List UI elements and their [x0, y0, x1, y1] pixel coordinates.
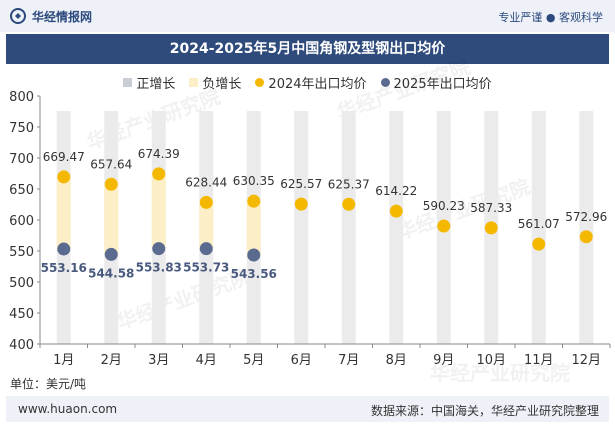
x-tick-label: 11月	[524, 353, 554, 368]
x-tick-label: 3月	[148, 353, 169, 368]
data-label-2024: 625.37	[328, 177, 370, 191]
legend-swatch-decrease	[189, 77, 199, 87]
legend-label: 2024年出口均价	[268, 76, 367, 92]
data-label-2024: 628.44	[185, 175, 227, 189]
brand-name: 华经情报网	[32, 10, 93, 24]
point-2024	[247, 194, 261, 208]
footer-bar: www.huaon.com 数据来源：中国海关，华经产业研究院整理	[6, 396, 609, 422]
point-2024	[342, 197, 356, 211]
data-label-2025: 543.56	[231, 267, 277, 281]
point-2024	[57, 170, 71, 184]
point-2024	[152, 167, 166, 181]
change-bar	[104, 184, 119, 255]
point-2025	[247, 248, 261, 262]
data-label-2025: 553.83	[136, 261, 182, 275]
data-label-2025: 553.73	[183, 261, 229, 275]
point-2024	[437, 219, 451, 233]
point-2024	[579, 230, 593, 244]
legend-swatch-2025	[380, 77, 390, 87]
point-2025	[199, 242, 213, 256]
point-2024	[199, 195, 213, 209]
chart-title: 2024-2025年5月中国角钢及型钢出口均价	[6, 34, 609, 64]
x-tick-label: 9月	[433, 353, 454, 368]
y-tick-label: 450	[9, 307, 34, 322]
legend-item-2025: 2025年出口均价	[380, 73, 492, 92]
point-2025	[104, 247, 118, 261]
change-bar	[199, 202, 214, 249]
data-label-2024: 657.64	[90, 157, 132, 171]
column-background	[579, 111, 594, 344]
y-tick-label: 400	[9, 338, 34, 353]
y-tick-label: 500	[9, 276, 34, 291]
point-2024	[294, 197, 308, 211]
site-url: www.huaon.com	[18, 402, 118, 416]
point-2025	[152, 242, 166, 256]
data-label-2024: 669.47	[43, 150, 85, 164]
x-tick-label: 7月	[338, 353, 359, 368]
unit-label: 单位：美元/吨	[10, 377, 87, 391]
point-2024	[104, 177, 118, 191]
watermark-text: 华经产业研究院	[430, 361, 570, 385]
y-tick-label: 700	[9, 152, 34, 167]
data-label-2024: 572.96	[565, 210, 607, 224]
legend-item-decrease: 负增长	[189, 73, 241, 92]
data-label-2024: 587.33	[470, 201, 512, 215]
data-label-2025: 544.58	[88, 266, 134, 280]
x-tick-label: 1月	[53, 353, 74, 368]
chart-legend: 正增长 负增长 2024年出口均价 2025年出口均价	[0, 72, 615, 92]
legend-swatch-increase	[123, 77, 133, 87]
x-tick-label: 8月	[386, 353, 407, 368]
x-tick-label: 10月	[476, 353, 506, 368]
column-background	[389, 111, 404, 344]
y-tick-label: 800	[9, 90, 34, 105]
legend-item-increase: 正增长	[123, 73, 175, 92]
data-label-2024: 625.57	[280, 177, 322, 191]
y-tick-label: 650	[9, 183, 34, 198]
point-2024	[484, 221, 498, 235]
data-source: 数据来源：中国海关，华经产业研究院整理	[370, 404, 599, 418]
data-label-2025: 553.16	[41, 261, 87, 275]
column-background	[531, 111, 546, 344]
change-bar	[151, 173, 166, 249]
data-label-2024: 614.22	[375, 184, 417, 198]
legend-item-2024: 2024年出口均价	[255, 73, 367, 92]
slogan: 专业严谨 ● 客观科学	[498, 11, 603, 24]
change-bar	[56, 176, 71, 250]
data-label-2024: 561.07	[518, 217, 560, 231]
column-background	[294, 111, 309, 344]
y-tick-label: 600	[9, 214, 34, 229]
data-label-2024: 590.23	[423, 199, 465, 213]
change-bar	[246, 201, 261, 255]
y-tick-label: 550	[9, 245, 34, 260]
x-tick-label: 4月	[196, 353, 217, 368]
x-tick-label: 12月	[571, 353, 601, 368]
column-background	[341, 111, 356, 344]
point-2024	[532, 237, 546, 251]
x-tick-label: 6月	[291, 353, 312, 368]
x-tick-label: 5月	[243, 353, 264, 368]
point-2025	[57, 242, 71, 256]
top-bar: 华经情报网 专业严谨 ● 客观科学	[0, 0, 615, 32]
legend-label: 2025年出口均价	[393, 76, 492, 92]
point-2024	[389, 204, 403, 218]
legend-label: 负增长	[202, 76, 242, 92]
legend-swatch-2024	[255, 77, 265, 87]
data-label-2024: 630.35	[233, 174, 275, 188]
legend-label: 正增长	[136, 76, 176, 92]
data-label-2024: 674.39	[138, 147, 180, 161]
y-tick-label: 750	[9, 121, 34, 136]
brand-logo-icon	[10, 8, 26, 24]
x-tick-label: 2月	[101, 353, 122, 368]
